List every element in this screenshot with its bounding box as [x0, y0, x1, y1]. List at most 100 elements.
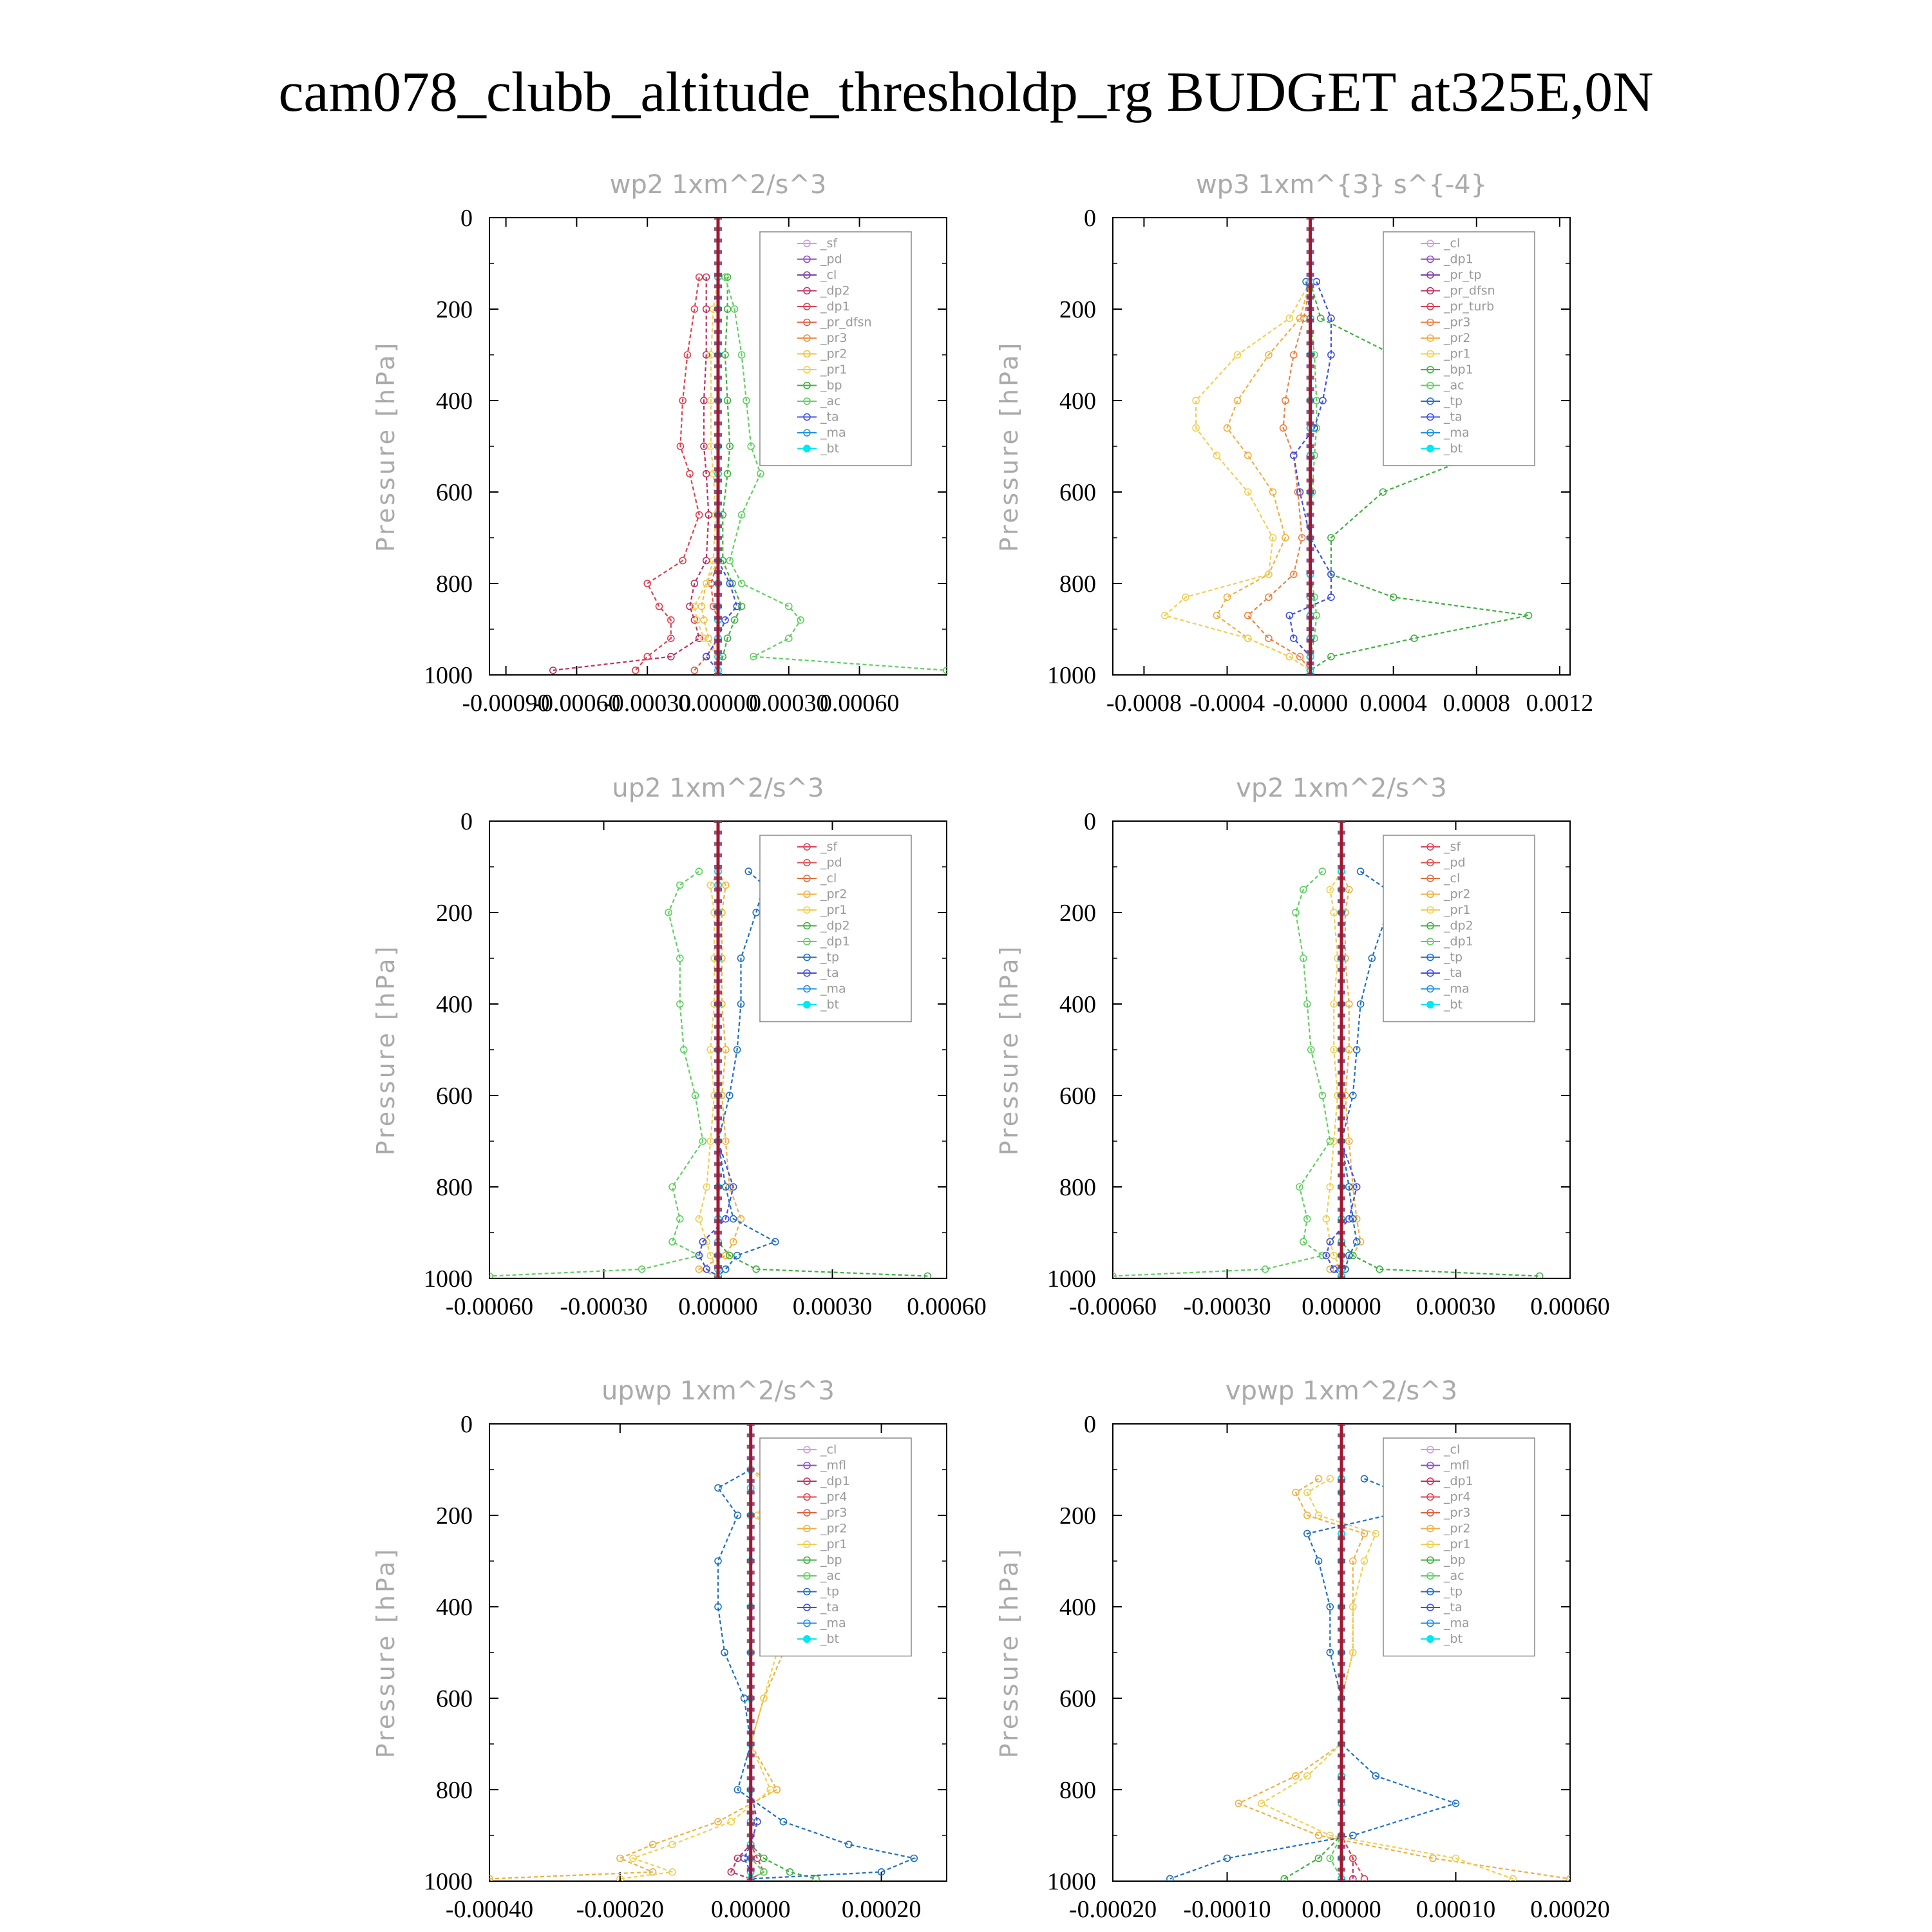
y-tick-label: 200	[1059, 1502, 1096, 1530]
data-point	[722, 1183, 730, 1191]
data-point	[1349, 1557, 1357, 1565]
data-point	[726, 1092, 734, 1099]
legend-swatch-marker	[803, 271, 811, 279]
data-point	[1566, 1875, 1570, 1881]
x-tick-label: 0.00000	[678, 1293, 758, 1320]
y-tick-label: 400	[436, 388, 473, 415]
x-tick-label: 0.00010	[1416, 1896, 1496, 1923]
data-point	[1303, 1530, 1311, 1538]
legend-swatch-marker	[803, 303, 811, 310]
data-point	[649, 1841, 657, 1848]
x-tick-label: -0.00030	[603, 690, 691, 717]
data-point	[1345, 886, 1353, 894]
data-point	[1326, 1238, 1334, 1245]
data-point	[680, 1046, 688, 1054]
legend-swatch-marker	[803, 922, 811, 930]
legend-box	[759, 1437, 912, 1657]
legend-swatch-marker	[1426, 922, 1434, 930]
legend-box	[1383, 1437, 1535, 1657]
data-point	[1303, 1488, 1311, 1497]
data-point	[489, 1272, 493, 1278]
legend-swatch-marker	[1426, 875, 1434, 882]
legend-label: _pr3	[820, 1506, 847, 1520]
data-point	[695, 634, 703, 643]
data-point	[923, 1272, 932, 1278]
data-point	[1352, 1046, 1361, 1054]
plot-area	[1166, 1424, 1570, 1881]
data-point	[1327, 534, 1335, 542]
legend-label: _sf	[820, 236, 838, 251]
data-point	[747, 442, 755, 450]
legend-label: _pr1	[1443, 347, 1470, 361]
data-point	[733, 1251, 741, 1260]
x-tick-label: 0.00060	[820, 690, 900, 717]
legend-swatch-marker	[803, 318, 811, 327]
legend-label: _tp	[1443, 1585, 1463, 1599]
legend-swatch-marker	[1426, 240, 1434, 247]
legend-swatch-marker	[1426, 985, 1434, 993]
data-point	[1279, 424, 1287, 432]
series-line	[1329, 871, 1361, 1277]
data-point	[1345, 1137, 1353, 1145]
data-point	[668, 1183, 676, 1191]
panel-title: wp2 1xm^2/s^3	[610, 170, 827, 200]
data-point	[1389, 593, 1397, 601]
data-point	[1326, 1475, 1334, 1482]
y-tick-label: 0	[1084, 1411, 1096, 1438]
y-tick-label: 0	[1084, 808, 1096, 835]
data-point	[702, 305, 710, 313]
data-point	[699, 1238, 707, 1245]
data-point	[695, 511, 703, 519]
data-point	[728, 580, 736, 587]
data-point	[726, 580, 734, 587]
data-point	[1318, 867, 1327, 875]
data-point	[691, 1092, 699, 1099]
data-point	[1303, 1772, 1311, 1780]
data-point	[690, 305, 699, 313]
y-tick-label: 1000	[1047, 1868, 1096, 1895]
legend-swatch-marker	[803, 1604, 811, 1611]
legend-label: _ta	[820, 966, 839, 980]
series-line	[1325, 871, 1343, 1276]
data-point	[1300, 886, 1307, 894]
y-axis-label: Pressure [hPa]	[995, 1547, 1023, 1759]
data-point	[1296, 314, 1304, 323]
data-point	[877, 1868, 886, 1876]
series-line	[698, 871, 719, 1276]
data-point	[1314, 1475, 1323, 1482]
data-point	[1327, 351, 1335, 359]
data-point	[1326, 1649, 1334, 1656]
y-tick-label: 600	[1059, 479, 1096, 506]
data-point	[676, 954, 684, 962]
data-point	[1300, 954, 1307, 962]
legend-swatch-marker	[803, 875, 811, 882]
data-point	[910, 1854, 918, 1862]
legend-swatch-marker	[803, 1446, 811, 1454]
data-point	[740, 1854, 748, 1862]
legend-label: _cl	[820, 268, 837, 282]
data-point	[679, 556, 687, 565]
legend-label: _dp1	[1443, 252, 1473, 267]
legend-swatch-marker	[803, 381, 811, 390]
data-point	[1318, 1092, 1327, 1099]
y-tick-label: 1000	[424, 1265, 473, 1293]
y-axis-label: Pressure [hPa]	[372, 341, 400, 553]
legend-label: _pr3	[1443, 316, 1470, 330]
legend: _sf _pd_cl_pr2_pr1 _dp2_dp1 _tp_ta _ma _bt	[1383, 835, 1535, 1023]
legend-swatch-marker	[1426, 1524, 1434, 1533]
data-point	[693, 616, 701, 624]
data-point	[1349, 1854, 1357, 1862]
series-line	[717, 871, 777, 1277]
legend-box	[1383, 835, 1535, 1023]
data-point	[1244, 488, 1252, 496]
plot-area	[549, 218, 947, 675]
legend-swatch-marker	[803, 1619, 811, 1627]
legend-swatch-marker	[1426, 413, 1434, 421]
data-point	[1244, 611, 1252, 620]
data-point	[616, 1854, 624, 1862]
data-point	[1290, 451, 1298, 460]
data-point	[706, 1251, 714, 1260]
data-point	[700, 397, 708, 404]
data-point	[752, 909, 760, 916]
legend-label: _pr1	[1443, 903, 1470, 917]
